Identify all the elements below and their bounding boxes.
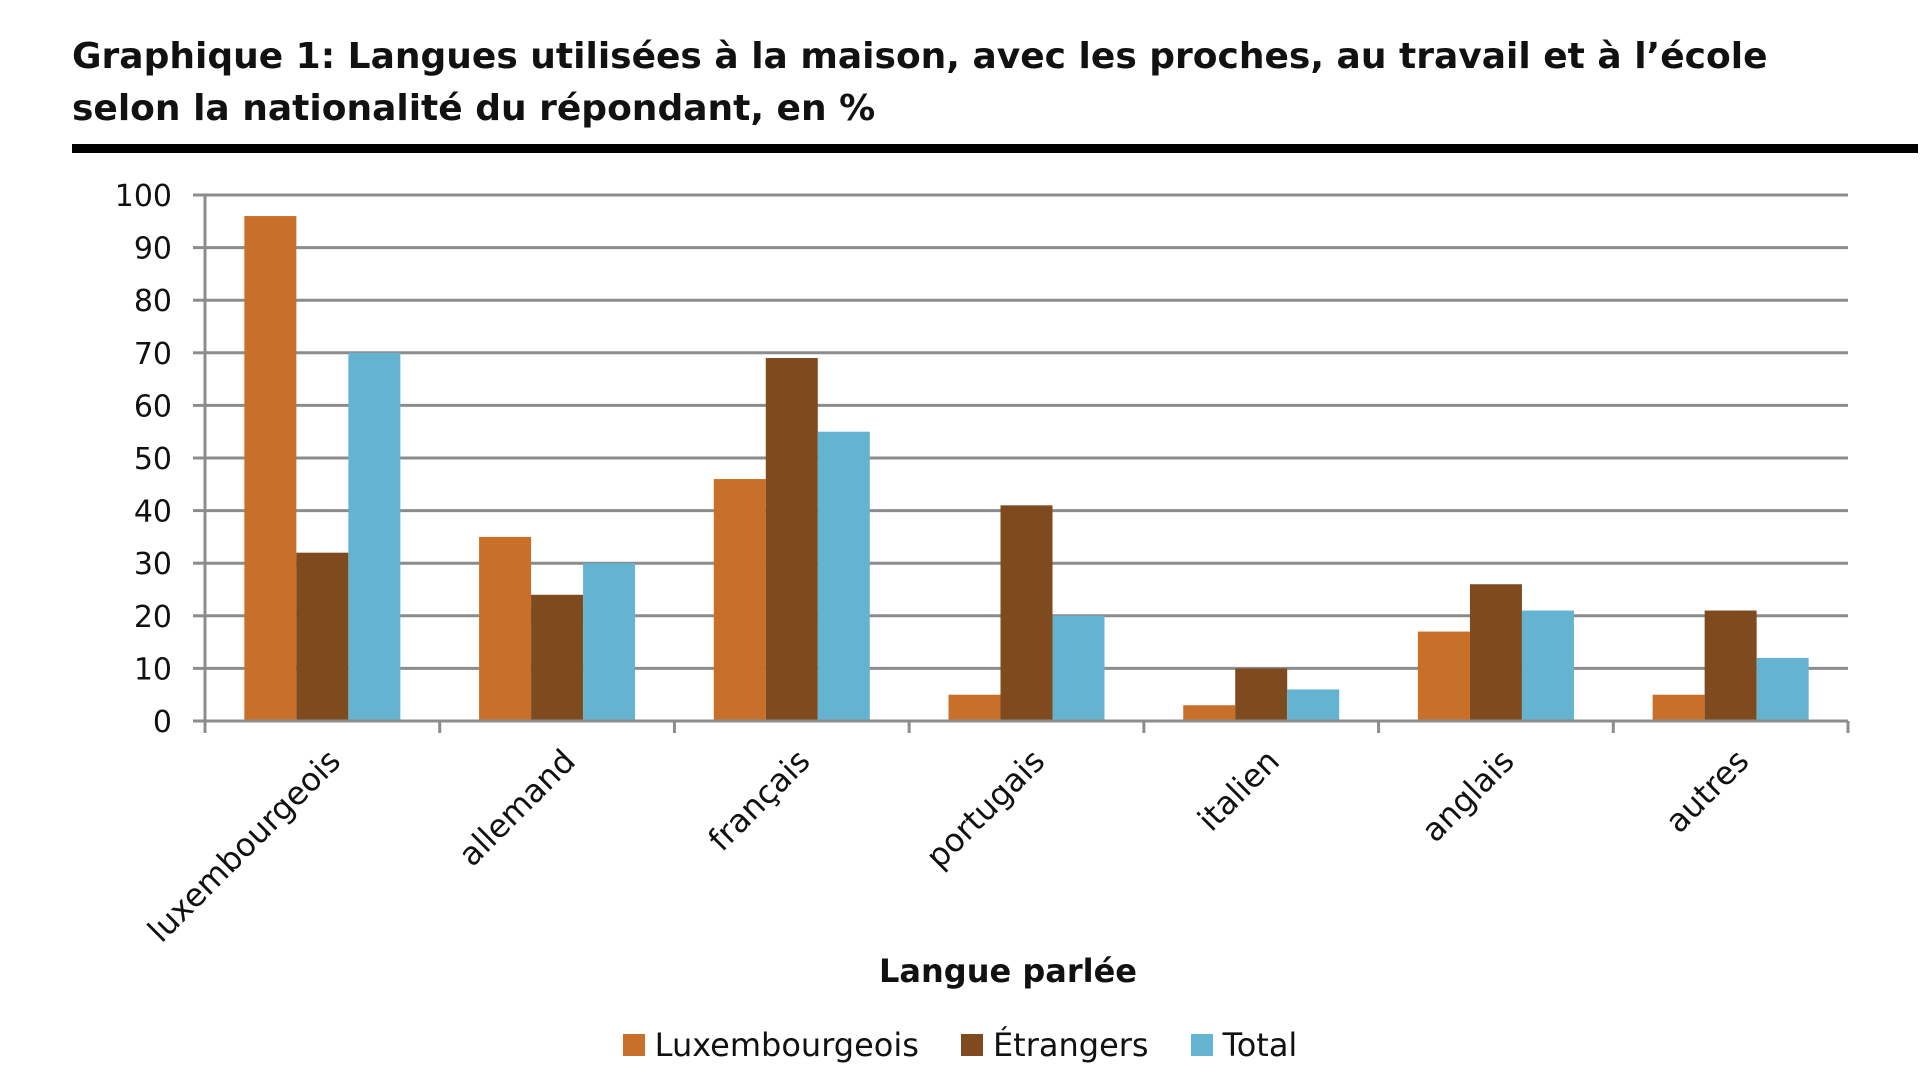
y-tick-label: 50 [134, 442, 172, 477]
bar-allemand-Étrangers [531, 594, 584, 721]
legend-item: Étrangers [960, 1026, 1149, 1064]
y-tick-label: 100 [115, 179, 172, 214]
bar-allemand-Luxembourgeois [479, 536, 532, 721]
x-tick-label: français [701, 742, 818, 859]
bar-luxembourgeois-Étrangers [296, 552, 349, 721]
bar-allemand-Total [583, 563, 636, 721]
bar-italien-Luxembourgeois [1183, 705, 1236, 721]
bar-chart: 0 10 20 30 40 50 60 70 80 90 100 luxembourgeois alle… [115, 179, 1850, 990]
legend-swatch [1190, 1034, 1213, 1056]
bar-anglais-Étrangers [1469, 584, 1522, 721]
bar-portugais-Total [1052, 615, 1105, 721]
x-tick-label: italien [1190, 742, 1287, 839]
chart-title-line-1: Graphique 1: Langues utilisées à la mais… [72, 36, 1768, 77]
legend-item: Luxembourgeois [622, 1026, 919, 1064]
bar-autres-Étrangers [1704, 610, 1757, 721]
legend-label: Étrangers [992, 1026, 1149, 1064]
bar-anglais-Luxembourgeois [1417, 631, 1470, 721]
legend-swatch [622, 1034, 645, 1056]
y-tick-label: 80 [134, 284, 172, 319]
legend-item: Total [1190, 1026, 1298, 1064]
x-tick-label: luxembourgeois [140, 742, 348, 950]
y-tick-label: 0 [153, 705, 172, 740]
x-tick-label: autres [1658, 742, 1756, 840]
legend-label: Luxembourgeois [654, 1026, 919, 1064]
bar-anglais-Total [1521, 610, 1574, 721]
bar-italien-Étrangers [1235, 668, 1288, 721]
bar-autres-Luxembourgeois [1652, 694, 1705, 721]
legend-label: Total [1222, 1026, 1298, 1064]
bar-portugais-Étrangers [1000, 505, 1053, 721]
axes [193, 193, 1850, 733]
bar-italien-Total [1287, 689, 1340, 721]
y-tick-label: 30 [134, 547, 172, 582]
x-tick-label: portugais [918, 742, 1052, 876]
legend-swatch [960, 1034, 983, 1056]
x-axis-label: Langue parlée [879, 952, 1137, 990]
y-tick-label: 60 [134, 389, 172, 424]
bar-français-Étrangers [765, 358, 818, 721]
y-tick-label: 90 [134, 232, 172, 267]
bar-autres-Total [1756, 657, 1809, 721]
y-tick-label: 70 [134, 337, 172, 372]
bar-portugais-Luxembourgeois [948, 694, 1001, 721]
bar-luxembourgeois-Luxembourgeois [244, 216, 297, 722]
bar-français-Total [817, 431, 870, 721]
y-tick-label: 20 [134, 600, 172, 635]
bars [244, 216, 1809, 722]
legend: Luxembourgeois Étrangers Total [0, 1026, 1920, 1064]
y-tick-label: 10 [134, 652, 172, 687]
chart-title-line-2: selon la nationalité du répondant, en % [72, 88, 876, 129]
bar-français-Luxembourgeois [713, 479, 766, 721]
x-tick-label: anglais [1414, 742, 1522, 850]
x-tick-label: allemand [451, 742, 583, 874]
title-divider [72, 144, 1918, 153]
y-tick-label: 40 [134, 495, 172, 530]
bar-luxembourgeois-Total [348, 352, 401, 721]
